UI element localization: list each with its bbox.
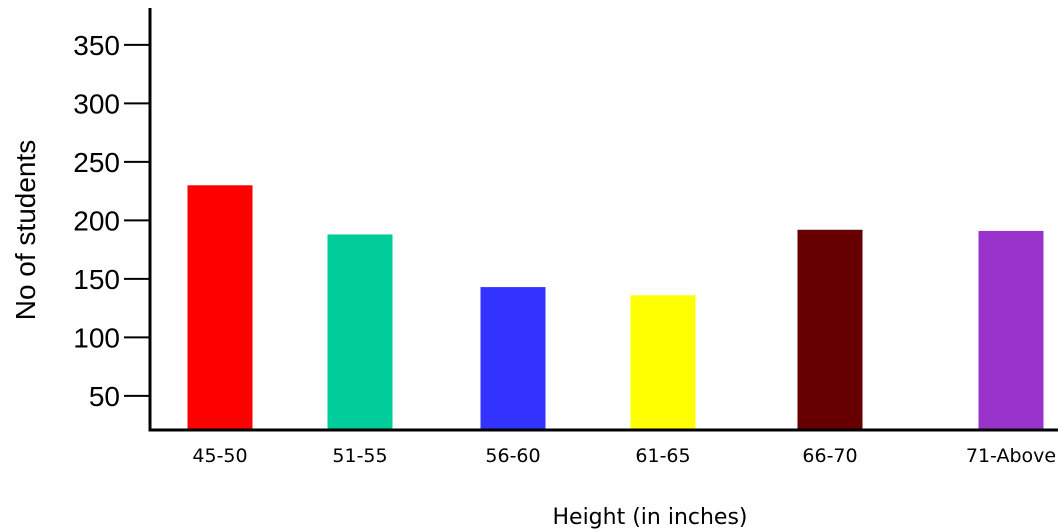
bar-51-55 xyxy=(327,234,393,430)
bar-66-70 xyxy=(797,229,863,430)
bar-61-65 xyxy=(630,295,696,430)
y-tick-label: 300 xyxy=(73,88,120,119)
y-tick-label: 350 xyxy=(73,30,120,61)
y-tick-label: 150 xyxy=(73,264,120,295)
y-tick-label: 100 xyxy=(73,322,120,353)
y-tick-label: 50 xyxy=(89,381,120,412)
bar-45-50 xyxy=(187,185,253,430)
x-tick-label: 71-Above xyxy=(966,445,1056,467)
x-tick-label: 61-65 xyxy=(635,445,690,467)
y-axis: 50 100 150 200 250 300 350 xyxy=(73,8,152,432)
x-tick-label: 51-55 xyxy=(332,445,387,467)
y-tick-label: 250 xyxy=(73,147,120,178)
x-tick-label: 45-50 xyxy=(192,445,247,467)
y-axis-label: No of students xyxy=(10,140,41,321)
bar-71-above xyxy=(978,230,1044,430)
y-tick-label: 200 xyxy=(73,205,120,236)
x-axis: 45-50 51-55 56-60 61-65 66-70 71-Above xyxy=(148,428,1058,467)
x-axis-label: Height (in inches) xyxy=(552,505,747,530)
x-tick-label: 56-60 xyxy=(485,445,540,467)
bars-group xyxy=(187,185,1044,430)
bar-56-60 xyxy=(480,287,546,430)
x-tick-label: 66-70 xyxy=(802,445,857,467)
